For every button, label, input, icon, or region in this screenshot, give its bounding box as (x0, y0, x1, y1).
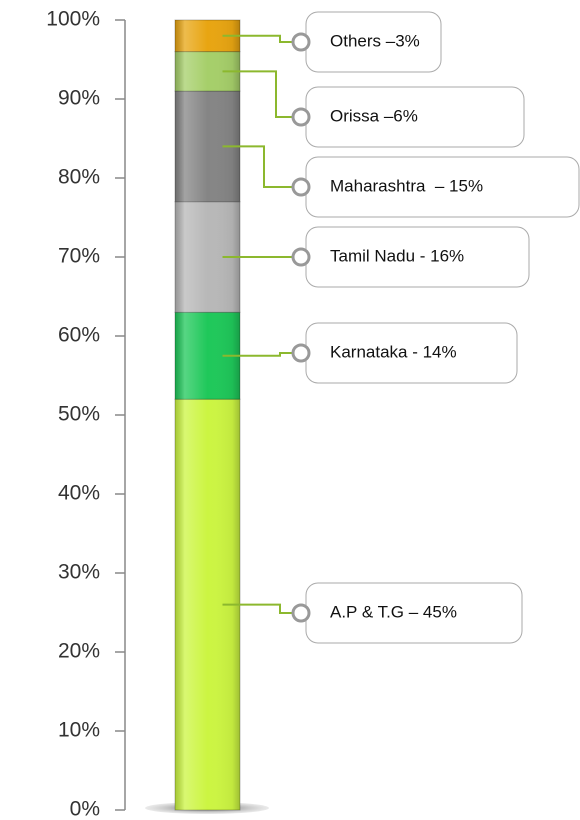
callout-dot (291, 177, 311, 197)
y-tick-label: 10% (58, 719, 100, 742)
callout-label: A.P & T.G – 45% (330, 602, 457, 621)
y-tick-label: 70% (58, 245, 100, 268)
y-tick-label: 90% (58, 87, 100, 110)
y-tick-label: 60% (58, 324, 100, 347)
callout-dot (291, 247, 311, 267)
callout-label: Orissa –6% (330, 106, 418, 125)
y-tick-label: 80% (58, 166, 100, 189)
callout-dot (291, 603, 311, 623)
callout-label: Tamil Nadu - 16% (330, 246, 464, 265)
callout-connector (222, 145, 293, 188)
callout-connector (222, 352, 293, 357)
callout-connector (222, 34, 293, 43)
callout-dot (291, 343, 311, 363)
y-tick-label: 0% (70, 798, 100, 820)
y-tick-label: 20% (58, 640, 100, 663)
callout-dot (291, 107, 311, 127)
callout-label: Maharashtra – 15% (330, 176, 483, 195)
callout-dot (291, 32, 311, 52)
y-tick-label: 50% (58, 403, 100, 426)
callout-label: Others –3% (330, 31, 420, 50)
callout-connector (222, 70, 293, 118)
callout-label: Karnataka - 14% (330, 342, 457, 361)
y-tick-label: 100% (46, 8, 100, 31)
y-tick-label: 30% (58, 561, 100, 584)
callout-connector (222, 603, 293, 614)
y-tick-label: 40% (58, 482, 100, 505)
